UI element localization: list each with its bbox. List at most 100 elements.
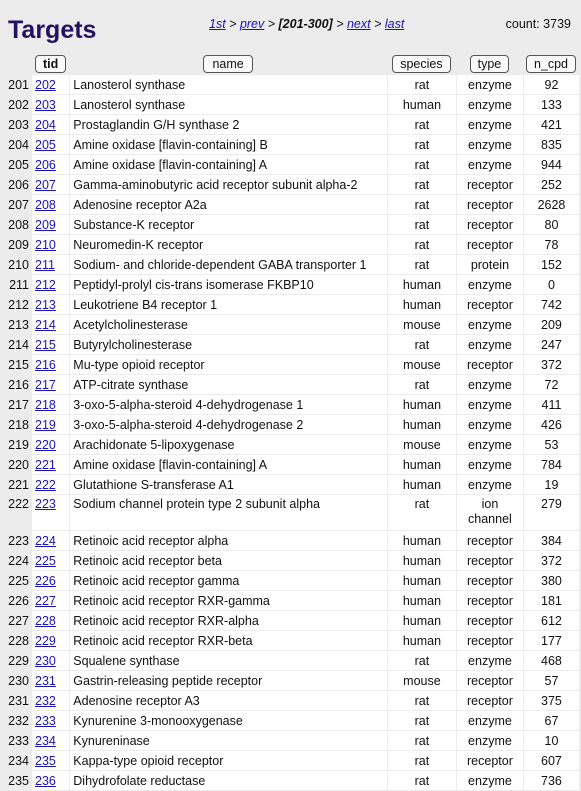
tid-link[interactable]: 222 <box>35 477 56 492</box>
pager-prev-link[interactable]: prev <box>239 17 265 31</box>
ncpd-cell: 835 <box>541 137 562 152</box>
tid-link[interactable]: 203 <box>35 97 56 112</box>
species-cell: human <box>402 397 442 412</box>
type-cell: enzyme <box>468 477 512 492</box>
row-number: 204 <box>8 137 29 152</box>
ncpd-cell: 411 <box>541 397 562 412</box>
tid-link[interactable]: 209 <box>35 217 56 232</box>
tid-link[interactable]: 207 <box>35 177 56 192</box>
tid-link[interactable]: 224 <box>35 533 56 548</box>
tid-link[interactable]: 210 <box>35 237 56 252</box>
table-row: 212 213 Leukotriene B4 receptor 1 human rece… <box>4 295 579 315</box>
tid-link[interactable]: 236 <box>35 773 56 788</box>
species-cell: rat <box>414 773 430 788</box>
pager-next-link[interactable]: next <box>346 17 371 31</box>
type-cell: enzyme <box>468 437 512 452</box>
species-cell: rat <box>414 117 430 132</box>
tid-link[interactable]: 208 <box>35 197 56 212</box>
target-name: Neuromedin-K receptor <box>73 237 204 252</box>
species-cell: human <box>402 297 442 312</box>
table-row: 230 231 Gastrin-releasing peptide receptor… <box>4 671 579 691</box>
tid-link[interactable]: 211 <box>35 257 55 272</box>
target-name: Retinoic acid receptor beta <box>73 553 222 568</box>
target-name: Kynurenine 3-monooxygenase <box>73 713 243 728</box>
tid-link[interactable]: 223 <box>35 497 56 511</box>
table-row: 223 224 Retinoic acid receptor alpha human r… <box>4 531 579 551</box>
table-row: 233 234 Kynureninase rat enzyme 10 <box>4 731 579 751</box>
species-cell: human <box>402 417 442 432</box>
tid-link[interactable]: 206 <box>35 157 56 172</box>
species-cell: rat <box>414 237 430 252</box>
sort-species-button[interactable]: species <box>392 55 451 73</box>
tid-link[interactable]: 221 <box>35 457 56 472</box>
tid-link[interactable]: 215 <box>35 337 56 352</box>
tid-link[interactable]: 227 <box>35 593 56 608</box>
sort-name-button[interactable]: name <box>203 55 253 73</box>
tid-link[interactable]: 217 <box>35 377 56 392</box>
tid-link[interactable]: 214 <box>35 317 56 332</box>
sort-tid-button[interactable]: tid <box>35 55 67 73</box>
tid-link[interactable]: 235 <box>35 753 56 768</box>
tid-link[interactable]: 230 <box>35 653 56 668</box>
pager-last-link[interactable]: last <box>384 17 405 31</box>
row-number: 227 <box>8 613 29 628</box>
pager-first-link[interactable]: 1st <box>209 17 226 31</box>
ncpd-cell: 252 <box>541 177 562 192</box>
ncpd-cell: 426 <box>541 417 562 432</box>
species-cell: rat <box>414 337 430 352</box>
species-cell: human <box>402 573 442 588</box>
tid-link[interactable]: 232 <box>35 693 56 708</box>
target-name: Substance-K receptor <box>73 217 195 232</box>
tid-link[interactable]: 231 <box>35 673 56 688</box>
sort-type-button[interactable]: type <box>469 55 510 73</box>
table-row: 205 206 Amine oxidase [flavin-containing] … <box>4 155 579 175</box>
row-number: 211 <box>9 277 29 292</box>
type-cell: receptor <box>467 613 513 628</box>
ncpd-cell: 72 <box>544 377 559 392</box>
type-cell: enzyme <box>468 713 512 728</box>
type-cell: enzyme <box>468 653 512 668</box>
target-name: Sodium- and chloride-dependent GABA tran… <box>73 257 367 272</box>
sort-ncpd-button[interactable]: n_cpd <box>525 55 576 73</box>
species-cell: mouse <box>403 357 441 372</box>
target-name: Acetylcholinesterase <box>73 317 188 332</box>
tid-link[interactable]: 216 <box>35 357 56 372</box>
table-row: 229 230 Squalene synthase rat enzyme 468 <box>4 651 579 671</box>
tid-link[interactable]: 228 <box>35 613 56 628</box>
species-cell: rat <box>414 137 430 152</box>
species-cell: human <box>402 633 442 648</box>
type-cell: enzyme <box>468 377 512 392</box>
tid-link[interactable]: 234 <box>35 733 56 748</box>
target-name: Dihydrofolate reductase <box>73 773 206 788</box>
tid-link[interactable]: 219 <box>35 417 56 432</box>
ncpd-cell: 53 <box>544 437 559 452</box>
type-cell: enzyme <box>468 277 512 292</box>
ncpd-cell: 57 <box>544 673 559 688</box>
ncpd-cell: 181 <box>541 593 562 608</box>
ncpd-cell: 10 <box>544 733 559 748</box>
tid-link[interactable]: 205 <box>35 137 56 152</box>
tid-link[interactable]: 225 <box>35 553 56 568</box>
species-cell: human <box>402 457 442 472</box>
tid-link[interactable]: 218 <box>35 397 56 412</box>
type-cell: receptor <box>467 553 513 568</box>
tid-link[interactable]: 213 <box>35 297 56 312</box>
target-name: Lanosterol synthase <box>73 77 186 92</box>
tid-link[interactable]: 229 <box>35 633 56 648</box>
target-name: Leukotriene B4 receptor 1 <box>73 297 218 312</box>
tid-link[interactable]: 233 <box>35 713 56 728</box>
target-name: Kappa-type opioid receptor <box>73 753 224 768</box>
row-number: 231 <box>8 693 29 708</box>
target-name: Amine oxidase [flavin-containing] B <box>73 137 268 152</box>
tid-link[interactable]: 220 <box>35 437 56 452</box>
target-name: Retinoic acid receptor RXR-gamma <box>73 593 270 608</box>
type-cell: enzyme <box>468 417 512 432</box>
target-name: Glutathione S-transferase A1 <box>73 477 234 492</box>
tid-link[interactable]: 202 <box>35 77 56 92</box>
row-number: 230 <box>8 673 29 688</box>
table-row: 211 212 Peptidyl-prolyl cis-trans isomeras… <box>4 275 579 295</box>
tid-link[interactable]: 212 <box>35 277 56 292</box>
tid-link[interactable]: 226 <box>35 573 56 588</box>
tid-link[interactable]: 204 <box>35 117 56 132</box>
record-count: count: 3739 <box>505 17 571 31</box>
